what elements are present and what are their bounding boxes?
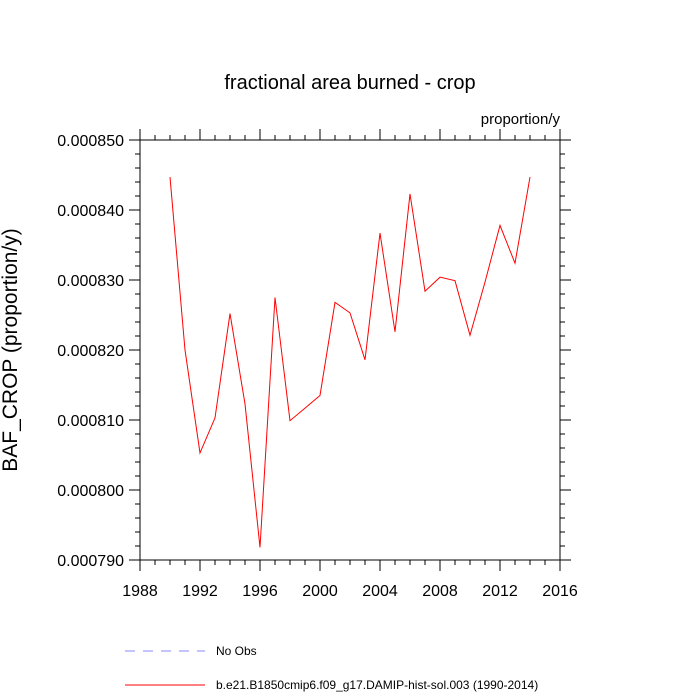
data-point <box>364 358 367 361</box>
data-point <box>244 402 247 405</box>
data-point <box>289 419 292 422</box>
data-point <box>529 176 532 179</box>
data-point <box>484 281 487 284</box>
data-point <box>394 330 397 333</box>
data-point <box>349 311 352 314</box>
x-tick-label: 1996 <box>242 583 278 600</box>
x-tick-label: 1992 <box>182 583 218 600</box>
data-point <box>259 546 262 549</box>
y-tick-label: 0.000800 <box>57 483 124 500</box>
y-tick-label: 0.000810 <box>57 413 124 430</box>
data-point <box>229 312 232 315</box>
legend: No Obs b.e21.B1850cmip6.f09_g17.DAMIP-his… <box>125 644 538 692</box>
y-axis-label: BAF_CROP (proportion/y) <box>0 228 22 472</box>
y-tick-label: 0.000840 <box>57 203 124 220</box>
data-point <box>319 394 322 397</box>
x-tick-label: 1988 <box>122 583 158 600</box>
data-point <box>304 407 307 410</box>
series-group <box>169 176 532 549</box>
x-tick-label: 2000 <box>302 583 338 600</box>
data-point <box>409 192 412 195</box>
data-point <box>514 262 517 265</box>
data-point <box>334 301 337 304</box>
y-tick-label: 0.000850 <box>57 133 124 150</box>
data-point <box>274 296 277 299</box>
data-point <box>379 232 382 235</box>
data-point <box>439 276 442 279</box>
data-point <box>424 290 427 293</box>
data-point <box>454 279 457 282</box>
data-point <box>214 416 217 419</box>
y-tick-label: 0.000820 <box>57 343 124 360</box>
chart-title: fractional area burned - crop <box>224 72 475 94</box>
data-point <box>169 176 172 179</box>
y-tick-label: 0.000790 <box>57 553 124 570</box>
y-tick-label: 0.000830 <box>57 273 124 290</box>
data-point <box>469 334 472 337</box>
x-tick-label: 2012 <box>482 583 518 600</box>
data-point <box>199 451 202 454</box>
series-line <box>169 177 531 548</box>
units-label: proportion/y <box>481 111 561 128</box>
x-tick-label: 2016 <box>542 583 578 600</box>
data-point <box>184 349 187 352</box>
x-tick-label: 2008 <box>422 583 458 600</box>
legend-label: b.e21.B1850cmip6.f09_g17.DAMIP-hist-sol.… <box>216 678 538 692</box>
data-point <box>499 224 502 227</box>
x-tick-label: 2004 <box>362 583 398 600</box>
plot-frame <box>139 139 561 561</box>
legend-label: No Obs <box>216 644 257 658</box>
axes-group: 1988 1992 1996 2000 2004 2008 2012 2016 0.000790… <box>57 129 578 600</box>
